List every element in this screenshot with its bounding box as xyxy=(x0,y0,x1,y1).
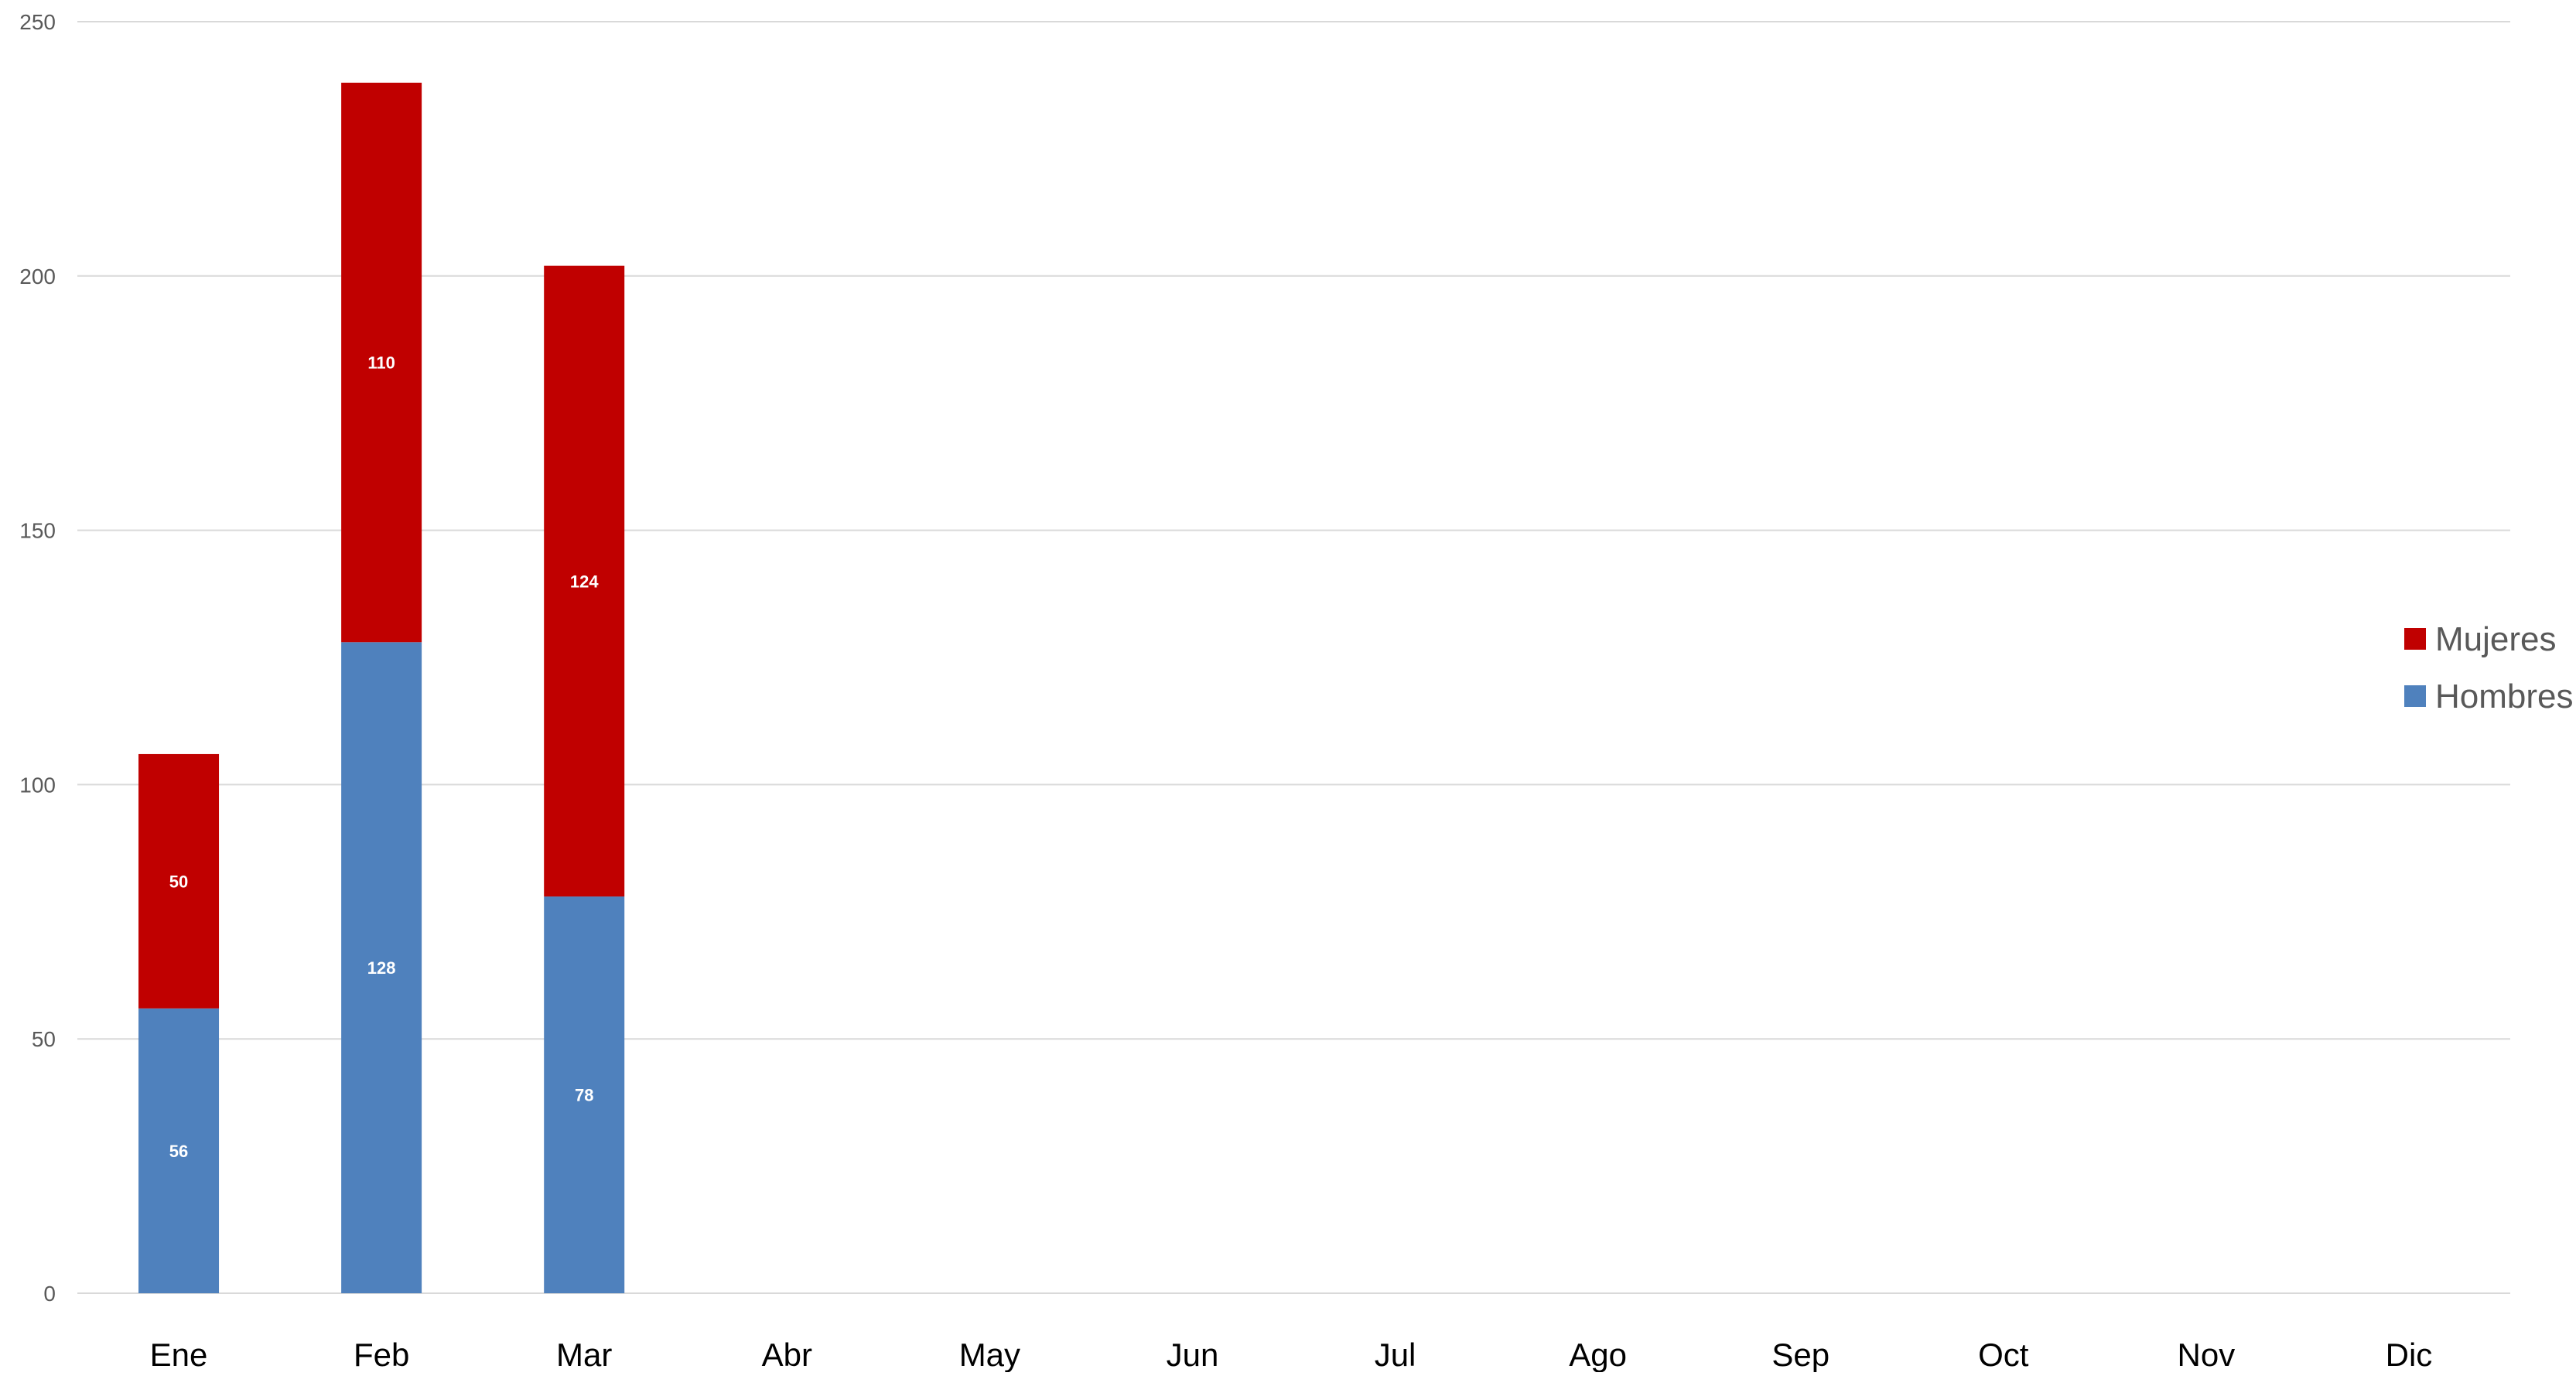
data-label-mujeres: 110 xyxy=(367,353,395,373)
x-axis: Ene Feb Mar Abr May Jun Jul Ago Sep Oct Nov Dic xyxy=(150,1337,2433,1373)
x-tick-label: Oct xyxy=(1978,1337,2029,1372)
x-tick-label: Abr xyxy=(762,1337,812,1372)
x-tick-label: Mar xyxy=(556,1337,612,1372)
y-axis: 0 50 100 150 200 250 xyxy=(19,10,56,1306)
bar-hombres xyxy=(138,1008,220,1293)
legend-label-mujeres: Mujeres xyxy=(2435,620,2557,658)
x-tick-label: Jun xyxy=(1167,1337,1219,1372)
data-label-hombres: 56 xyxy=(169,1142,188,1161)
data-labels: 56 50 128 110 78 124 xyxy=(169,353,600,1161)
x-tick-label: Ago xyxy=(1569,1337,1627,1372)
y-tick-label: 50 xyxy=(32,1027,56,1051)
bar-mujeres xyxy=(341,82,422,643)
bar-mujeres xyxy=(138,753,220,1009)
x-tick-label: Ene xyxy=(150,1337,208,1372)
x-tick-label: Sep xyxy=(1771,1337,1830,1372)
x-tick-label: Feb xyxy=(354,1337,409,1372)
legend-label-hombres: Hombres xyxy=(2435,678,2574,715)
y-tick-label: 250 xyxy=(19,10,56,34)
y-tick-label: 200 xyxy=(19,265,56,289)
data-label-mujeres: 124 xyxy=(570,572,599,591)
bars xyxy=(138,82,625,1293)
y-tick-label: 0 xyxy=(43,1282,56,1306)
data-label-hombres: 128 xyxy=(367,958,396,978)
legend: Mujeres Hombres xyxy=(2404,620,2574,715)
data-label-hombres: 78 xyxy=(575,1086,593,1105)
bar-hombres xyxy=(341,642,422,1293)
legend-swatch-hombres xyxy=(2404,685,2426,707)
bar-hombres xyxy=(544,896,625,1293)
bar-mujeres xyxy=(544,265,625,897)
x-tick-label: Jul xyxy=(1375,1337,1416,1372)
y-tick-label: 150 xyxy=(19,519,56,543)
x-tick-label: Dic xyxy=(2386,1337,2433,1372)
gridlines xyxy=(77,21,2510,1294)
legend-swatch-mujeres xyxy=(2404,628,2426,650)
x-tick-label: May xyxy=(959,1337,1020,1372)
x-tick-label: Nov xyxy=(2178,1337,2236,1372)
y-tick-label: 100 xyxy=(19,773,56,797)
data-label-mujeres: 50 xyxy=(169,872,188,891)
